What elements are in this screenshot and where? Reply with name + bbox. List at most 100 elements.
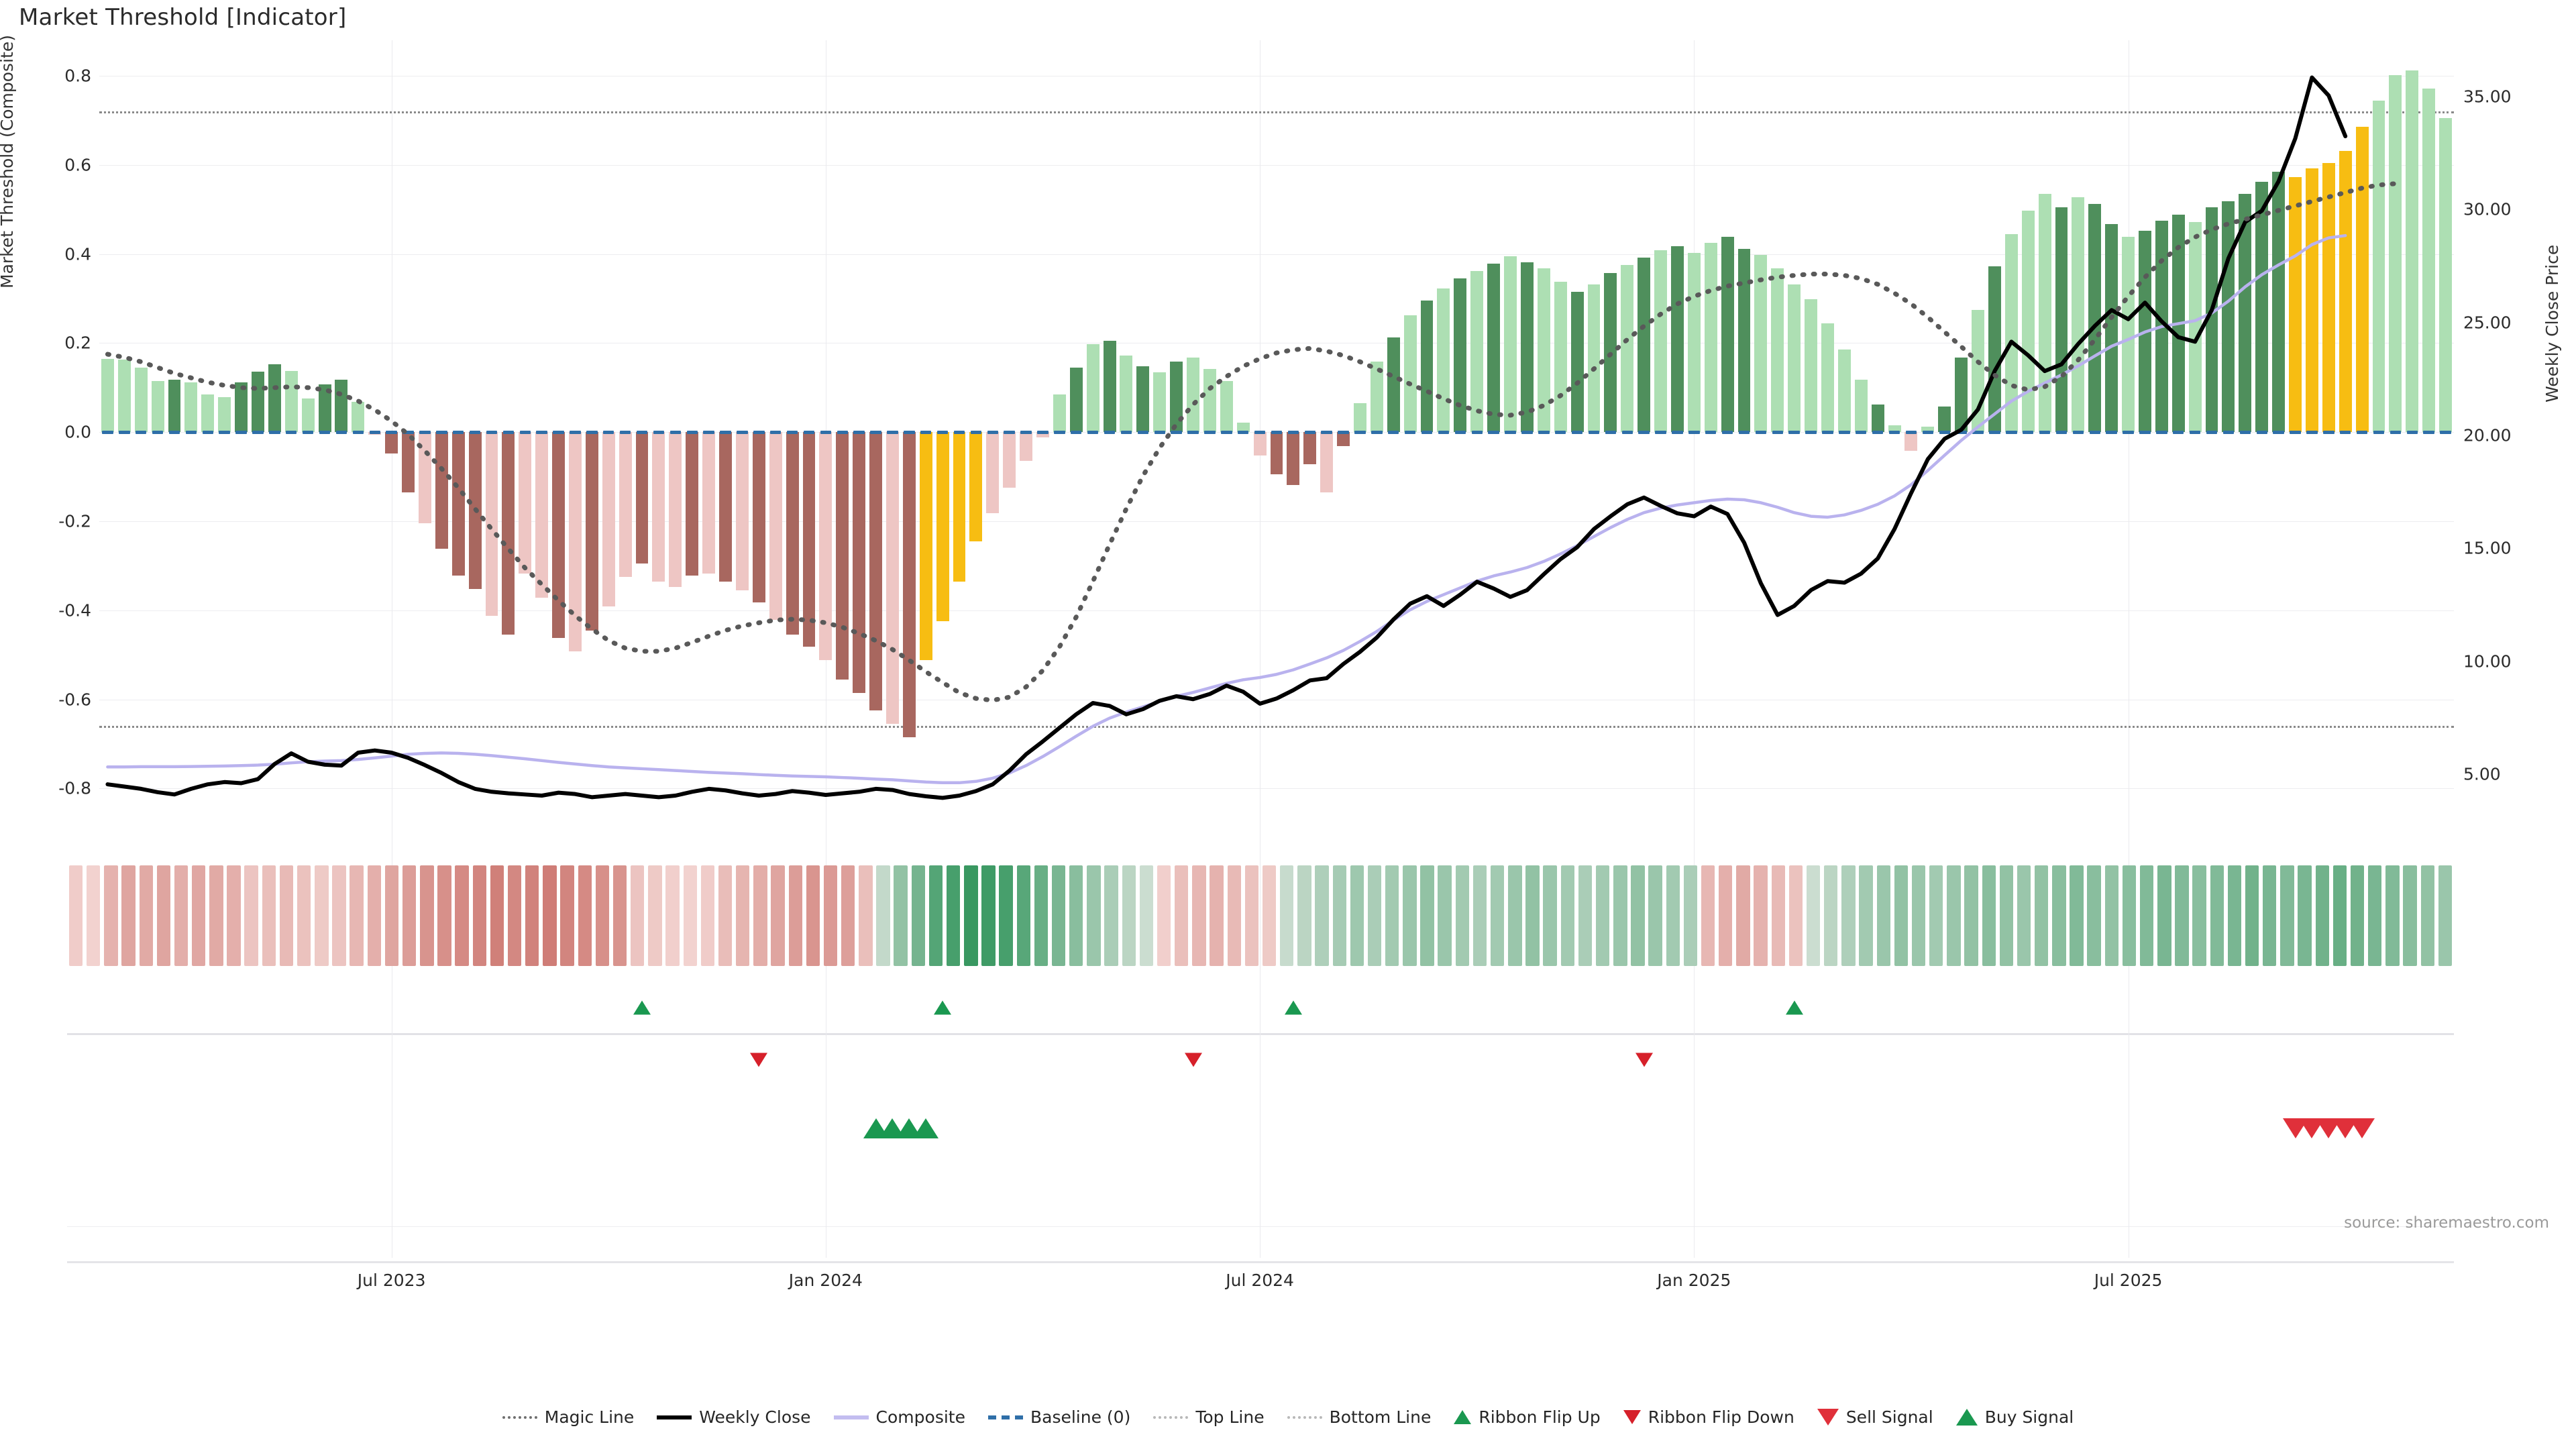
histogram-bar	[134, 367, 148, 433]
ribbon-flip-down-marker	[750, 1053, 768, 1067]
y-axis-right-ticks: 35.00 30.00 25.00 20.00 15.00 10.00 5.00	[2463, 0, 2551, 1449]
ribbon-cell	[823, 865, 838, 966]
ribbon-cell	[1876, 865, 1890, 966]
histogram-bar	[117, 360, 131, 433]
histogram-bar	[1504, 256, 1517, 433]
ribbon-cell	[350, 865, 364, 966]
baseline-zero-segment	[2390, 431, 2402, 435]
magic-line	[105, 181, 2398, 703]
ribbon-cell	[1964, 865, 1978, 966]
baseline-zero-segment	[636, 431, 648, 435]
legend-item[interactable]: Weekly Close	[657, 1407, 811, 1427]
ribbon-cell	[384, 865, 399, 966]
baseline-zero-segment	[1571, 431, 1583, 435]
ribbon-cell	[1438, 865, 1452, 966]
baseline-zero-segment	[2072, 431, 2084, 435]
histogram-bar	[1955, 357, 1968, 433]
ribbon-cell	[1210, 865, 1224, 966]
histogram-bar	[819, 432, 833, 661]
baseline-zero-segment	[2323, 431, 2334, 435]
legend-item[interactable]: Sell Signal	[1817, 1407, 1933, 1427]
baseline-zero-segment	[803, 431, 815, 435]
legend-item[interactable]: Buy Signal	[1955, 1407, 2074, 1427]
legend-item[interactable]: Ribbon Flip Down	[1623, 1407, 1794, 1427]
histogram-bar	[919, 432, 932, 661]
legend-item[interactable]: Composite	[833, 1407, 965, 1427]
baseline-zero-segment	[1020, 431, 1032, 435]
histogram-bar	[669, 432, 682, 588]
histogram-bar	[2072, 197, 2085, 433]
histogram-bar	[2272, 171, 2286, 433]
ribbon-cell	[1244, 865, 1259, 966]
ribbon-cell	[1157, 865, 1171, 966]
legend-item[interactable]: Baseline (0)	[987, 1407, 1130, 1427]
ribbon-cell	[788, 865, 802, 966]
histogram-bar	[485, 432, 498, 616]
gridline-horizontal	[99, 788, 2454, 790]
histogram-bar	[1570, 292, 1584, 433]
baseline-zero-segment	[1738, 431, 1750, 435]
ribbon-cell	[2175, 865, 2189, 966]
histogram-bar	[2289, 177, 2302, 433]
histogram-bar	[2105, 223, 2118, 433]
histogram-bar	[235, 382, 248, 433]
baseline-zero-segment	[2373, 431, 2385, 435]
legend-item[interactable]: Top Line	[1153, 1407, 1265, 1427]
ribbon-cell	[1139, 865, 1154, 966]
baseline-zero-segment	[853, 431, 865, 435]
ribbon-cell	[631, 865, 645, 966]
baseline-zero-segment	[2206, 431, 2218, 435]
histogram-bar	[686, 432, 699, 576]
histogram-bar	[1871, 405, 1884, 433]
ribbon-cell	[2332, 865, 2347, 966]
histogram-bar	[2004, 233, 2018, 433]
x-axis-spine	[67, 1261, 2454, 1263]
histogram-bar	[769, 432, 782, 621]
baseline-zero-segment	[1772, 431, 1783, 435]
legend-item[interactable]: Ribbon Flip Up	[1454, 1407, 1601, 1427]
histogram-bar	[184, 382, 198, 433]
ribbon-cell	[2227, 865, 2242, 966]
ribbon-cell	[1332, 865, 1346, 966]
legend-item[interactable]: Bottom Line	[1287, 1407, 1431, 1427]
baseline-zero-segment	[1037, 431, 1049, 435]
baseline-zero-segment	[1521, 431, 1533, 435]
ribbon-cell	[928, 865, 943, 966]
baseline-zero-segment	[786, 431, 798, 435]
baseline-zero-segment	[202, 431, 213, 435]
dotted-light-line-swatch	[1287, 1415, 1322, 1419]
legend-label: Top Line	[1195, 1407, 1265, 1427]
ribbon-cell	[1841, 865, 1856, 966]
baseline-zero-segment	[419, 431, 431, 435]
baseline-zero-segment	[1004, 431, 1015, 435]
baseline-zero-segment	[1488, 431, 1499, 435]
ribbon-cell	[1683, 865, 1698, 966]
histogram-bar	[1387, 337, 1400, 433]
ribbon-cell	[543, 865, 557, 966]
histogram-bar	[936, 432, 949, 622]
histogram-bar	[635, 432, 649, 564]
y-axis-left-tick: -0.6	[58, 690, 91, 710]
baseline-zero-segment	[136, 431, 147, 435]
baseline-zero-segment	[1554, 431, 1566, 435]
baseline-zero-segment	[1605, 431, 1617, 435]
ribbon-cell	[1122, 865, 1136, 966]
baseline-zero-segment	[1655, 431, 1666, 435]
baseline-zero-segment	[553, 431, 564, 435]
ribbon-cell	[87, 865, 101, 966]
baseline-zero-segment	[586, 431, 598, 435]
histogram-bar	[1086, 343, 1099, 433]
ribbon-cell	[665, 865, 680, 966]
histogram-bar	[1904, 432, 1918, 451]
triangle-down-red-icon	[1623, 1410, 1641, 1424]
histogram-bar	[2355, 127, 2369, 433]
ribbon-cell	[2280, 865, 2294, 966]
histogram-bar	[2389, 74, 2402, 433]
legend-item[interactable]: Magic Line	[502, 1407, 634, 1427]
y-axis-left-ticks: 0.8 0.6 0.4 0.2 0.0 -0.2 -0.4 -0.6 -0.8	[27, 0, 91, 1449]
ribbon-cell	[1227, 865, 1241, 966]
baseline-zero-segment	[1972, 431, 1984, 435]
ribbon-cell	[1543, 865, 1557, 966]
line-overlay	[105, 75, 2398, 800]
baseline-zero-segment	[1204, 431, 1216, 435]
